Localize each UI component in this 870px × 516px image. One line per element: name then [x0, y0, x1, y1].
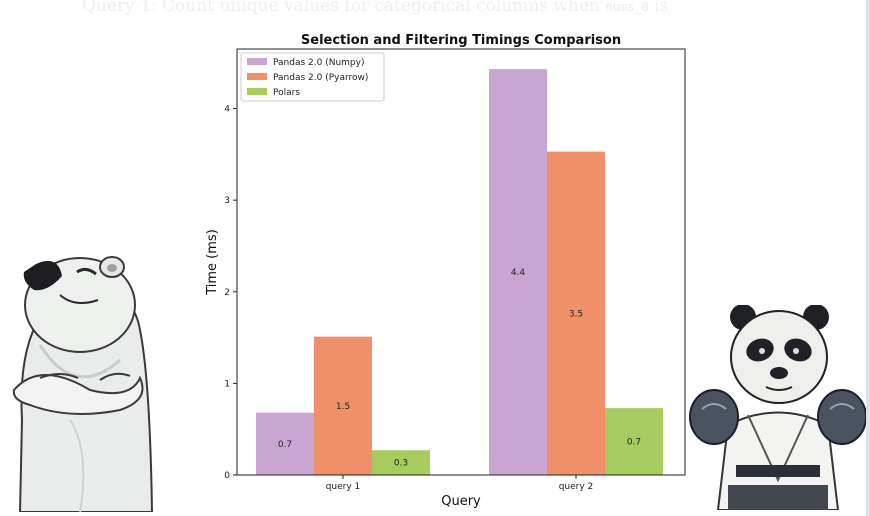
bar-1-2 [489, 69, 547, 475]
panda-boxer-illustration [689, 305, 866, 510]
plot-frame [236, 48, 686, 476]
bar-1-1 [256, 412, 314, 475]
y-tick-label: 1 [224, 379, 230, 389]
bar-2-1 [314, 336, 372, 475]
legend-label: Pandas 2.0 (Pyarrow) [273, 73, 368, 83]
bar-value-label: 0.3 [394, 459, 408, 469]
heading-code: nums_8 [605, 0, 649, 14]
page-heading: Query 1: Count unique values for categor… [82, 0, 668, 16]
y-tick-label: 0 [224, 471, 230, 481]
legend-label: Pandas 2.0 (Numpy) [273, 58, 364, 68]
bar-3-1 [372, 450, 430, 475]
bar-value-label: 4.4 [511, 268, 526, 278]
chart-title: Selection and Filtering Timings Comparis… [301, 33, 621, 48]
legend-swatch [247, 73, 267, 80]
legend-swatch [247, 88, 267, 95]
y-axis-label: Time (ms) [205, 229, 220, 296]
legend-box [240, 52, 385, 102]
legend-label: Polars [273, 88, 300, 98]
y-tick-label: 4 [224, 105, 230, 115]
bar-3-2 [605, 408, 663, 475]
bar-2-2 [547, 151, 605, 475]
heading-tail: is [654, 0, 669, 16]
x-tick-label: query 2 [559, 482, 594, 492]
y-tick-label: 3 [224, 196, 230, 206]
bar-value-label: 3.5 [569, 309, 583, 319]
polar-bear-illustration [12, 256, 154, 512]
legend-swatch [247, 58, 267, 65]
scrollbar-edge [866, 0, 870, 516]
bar-value-label: 1.5 [336, 402, 350, 412]
x-tick-label: query 1 [326, 482, 361, 492]
y-tick-label: 2 [224, 288, 230, 298]
x-axis-label: Query [441, 494, 481, 509]
heading-text: Query 1: Count unique values for categor… [82, 0, 600, 16]
bar-value-label: 0.7 [627, 438, 641, 448]
bar-value-label: 0.7 [278, 440, 292, 450]
